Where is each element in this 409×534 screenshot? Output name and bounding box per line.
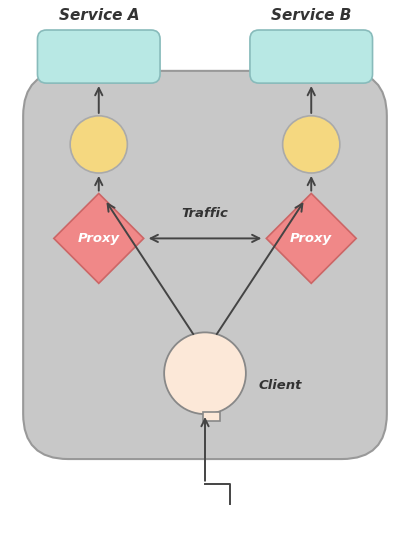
Text: Service A: Service A [58,8,139,23]
FancyBboxPatch shape [202,412,220,421]
Text: Proxy: Proxy [78,232,119,245]
Circle shape [164,332,245,414]
FancyBboxPatch shape [37,30,160,83]
FancyBboxPatch shape [249,30,372,83]
Text: Service B: Service B [270,8,351,23]
Polygon shape [54,193,144,284]
FancyBboxPatch shape [23,71,386,459]
Circle shape [70,116,127,173]
Circle shape [282,116,339,173]
Text: Proxy: Proxy [290,232,331,245]
Text: Client: Client [258,379,301,392]
Polygon shape [265,193,355,284]
Text: Traffic: Traffic [181,207,228,221]
